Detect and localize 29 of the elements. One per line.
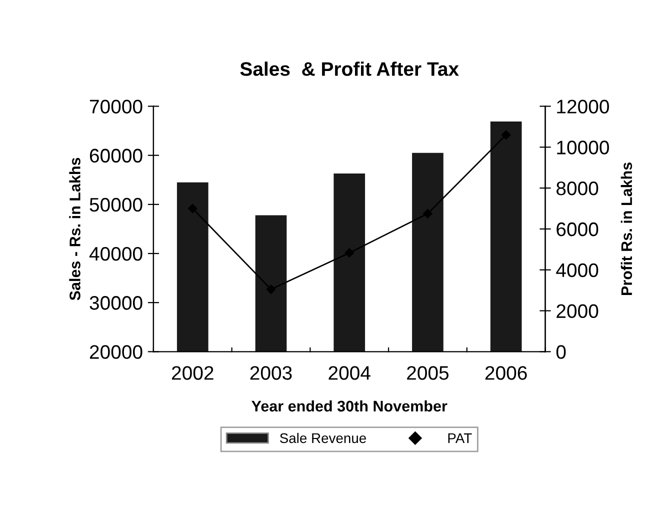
y-tick-label: 70000 xyxy=(90,100,142,114)
y2-tick-label: 10000 xyxy=(557,140,609,154)
x-tick-label: 2002 xyxy=(172,366,214,380)
x-tick-label: 2003 xyxy=(250,366,292,380)
legend-label: PAT xyxy=(448,433,472,443)
y2-tick-label: 12000 xyxy=(557,100,609,114)
point xyxy=(423,209,432,218)
y-tick-label: 40000 xyxy=(89,246,142,261)
y-tick-label: 60000 xyxy=(90,148,142,163)
y-tick-label: 30000 xyxy=(90,296,142,310)
y-axis-title: Sales - Rs. in Lakhs xyxy=(69,158,80,300)
point xyxy=(266,284,276,294)
x-tick-label: 2005 xyxy=(407,366,449,380)
legend-label: Sale Revenue xyxy=(280,432,366,444)
point xyxy=(501,130,511,140)
y2-tick-label: 4000 xyxy=(556,263,598,278)
y2-axis-title: Profit Rs. in Lakhs xyxy=(620,162,632,296)
y2-tick-label: 2000 xyxy=(556,304,598,318)
chart-title: Sales & Profit After Tax xyxy=(240,62,459,76)
x-tick-label: 2006 xyxy=(485,366,527,380)
point xyxy=(188,204,198,214)
x-axis-title: Year ended 30th November xyxy=(252,400,448,412)
y2-tick-label: 6000 xyxy=(556,222,598,236)
y-tick-label: 20000 xyxy=(90,345,142,359)
y2-tick-label: 0 xyxy=(556,345,566,359)
y-tick-label: 50000 xyxy=(90,198,142,212)
point xyxy=(344,248,354,258)
x-tick-label: 2004 xyxy=(328,366,370,380)
y2-tick-label: 8000 xyxy=(556,182,598,196)
